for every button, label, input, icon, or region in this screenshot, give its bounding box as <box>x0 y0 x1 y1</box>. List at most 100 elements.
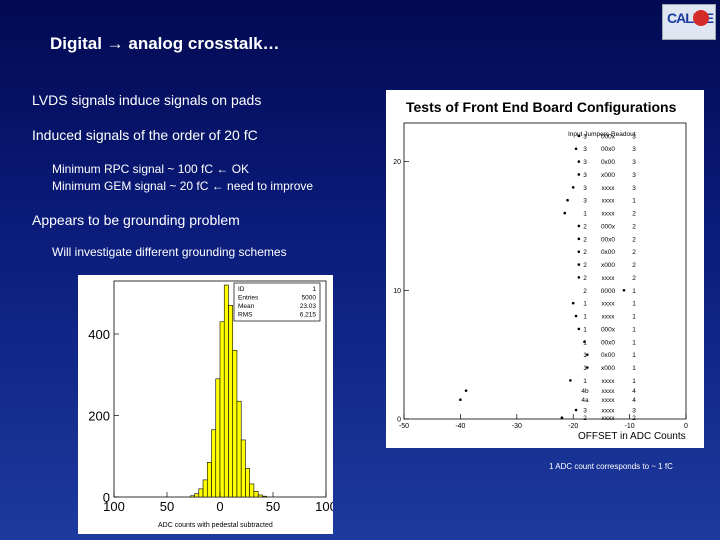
data-point <box>577 160 581 163</box>
row-readout: 1 <box>632 352 636 359</box>
row-readout: 2 <box>632 275 636 282</box>
row-jumpers: 3 <box>583 185 587 192</box>
row-setting: 0x00 <box>601 159 615 166</box>
data-point <box>586 366 589 369</box>
hist-y-tick-label: 200 <box>88 408 110 423</box>
stats-box <box>233 282 321 322</box>
adc-histogram: 100500501000200400 ID1Entries5000Mean23.… <box>88 280 337 529</box>
row-jumpers: 2 <box>583 262 587 269</box>
row-readout: 1 <box>632 378 636 385</box>
data-point <box>577 250 581 253</box>
row-readout: 3 <box>632 185 636 192</box>
data-point <box>622 289 626 292</box>
row-readout: 2 <box>632 262 636 269</box>
row-setting: 0000 <box>601 288 616 295</box>
row-readout: 1 <box>632 326 636 333</box>
row-setting: xxxx <box>602 388 616 395</box>
row-setting: xxxx <box>602 211 616 218</box>
row-readout: 2 <box>632 249 636 256</box>
row-jumpers: 3 <box>583 146 587 153</box>
chart-title: Tests of Front End Board Configurations <box>406 99 677 115</box>
data-point <box>571 301 575 305</box>
data-point <box>569 379 572 382</box>
row-readout: 3 <box>632 146 636 153</box>
row-jumpers: 2 <box>583 275 587 282</box>
y-tick-label: 0 <box>397 417 401 424</box>
calice-logo: CALICE <box>662 4 716 40</box>
row-jumpers: 1 <box>583 301 587 308</box>
data-point <box>586 353 589 356</box>
data-point <box>574 314 578 318</box>
data-point <box>577 263 581 266</box>
hist-bar <box>232 349 238 498</box>
hist-bar <box>228 305 234 498</box>
hist-bar <box>245 468 250 498</box>
row-setting: 00x0 <box>601 339 615 346</box>
row-setting: 0x00 <box>601 249 615 256</box>
hist-x-tick-label: 50 <box>266 499 280 514</box>
row-setting: 000x <box>601 223 616 230</box>
sub-bullet-gem: Minimum GEM signal ~ 20 fC ← need to imp… <box>52 179 314 193</box>
offset-scatter-chart: Tests of Front End Board Configurations … <box>393 99 688 442</box>
row-jumpers: 2 <box>583 249 587 256</box>
offset-figure: Tests of Front End Board Configurations … <box>386 90 704 448</box>
hist-y-tick-label: 400 <box>88 327 110 342</box>
row-setting: x000 <box>601 262 615 269</box>
row-readout: 3 <box>632 172 636 179</box>
hist-x-tick-label: 50 <box>160 499 174 514</box>
x-tick-label: -10 <box>625 423 635 430</box>
data-point <box>560 416 564 420</box>
stats-label: Entries <box>238 295 259 302</box>
hist-x-tick-label: 100 <box>103 499 125 514</box>
row-setting: xxxx <box>602 275 616 282</box>
hist-x-tick-label: 0 <box>216 499 223 514</box>
data-point <box>577 327 581 331</box>
data-point <box>583 340 586 344</box>
row-jumpers: 3 <box>583 407 587 414</box>
x-tick-label: -40 <box>455 423 465 430</box>
stats-value: 5000 <box>302 295 317 302</box>
row-jumpers: 1 <box>583 326 587 333</box>
stats-label: Mean <box>238 303 255 310</box>
row-jumpers: 1 <box>583 314 587 321</box>
row-setting: xxxx <box>602 415 616 422</box>
row-readout: 2 <box>632 211 636 218</box>
hist-bar <box>253 490 259 498</box>
y-tick-label: 20 <box>393 159 401 166</box>
row-jumpers: 1 <box>583 378 587 385</box>
row-jumpers: 4a <box>581 397 589 404</box>
row-readout: 3 <box>632 407 636 414</box>
row-setting: xxxx <box>602 185 616 192</box>
x-tick-label: 0 <box>684 423 688 430</box>
hist-bar <box>223 284 229 498</box>
row-readout: 2 <box>632 236 636 243</box>
hist-x-tick-label: 100 <box>315 499 333 514</box>
row-readout: 3 <box>632 133 636 140</box>
hist-bar <box>257 494 263 498</box>
row-setting: 00x0 <box>601 236 615 243</box>
row-setting: 0x00 <box>601 352 615 359</box>
data-point <box>566 198 569 202</box>
row-jumpers: 2 <box>583 223 587 230</box>
logo-ring-icon <box>693 10 709 26</box>
row-jumpers: 2 <box>583 288 587 295</box>
row-setting: x000 <box>601 172 615 179</box>
x-tick-label: -30 <box>512 423 522 430</box>
stats-value: 6.215 <box>300 312 317 319</box>
row-readout: 1 <box>632 198 636 205</box>
histogram-figure: 100500501000200400 ID1Entries5000Mean23.… <box>78 275 337 534</box>
table-header: Input Jumpers Readout <box>568 131 636 138</box>
row-readout: 1 <box>632 314 636 321</box>
row-readout: 3 <box>632 159 636 166</box>
sub-bullet-investigate: Will investigate different grounding sch… <box>52 245 287 259</box>
row-setting: xxxx <box>602 378 616 385</box>
row-jumpers: 2 <box>583 415 587 422</box>
hist-bar <box>190 495 195 498</box>
data-point <box>577 224 581 228</box>
data-point <box>574 147 578 151</box>
row-setting: 00x0 <box>601 146 615 153</box>
hist-bar <box>215 378 221 498</box>
row-jumpers: 1 <box>583 352 587 359</box>
row-jumpers: 3 <box>583 133 587 140</box>
hist-bar <box>240 439 246 498</box>
